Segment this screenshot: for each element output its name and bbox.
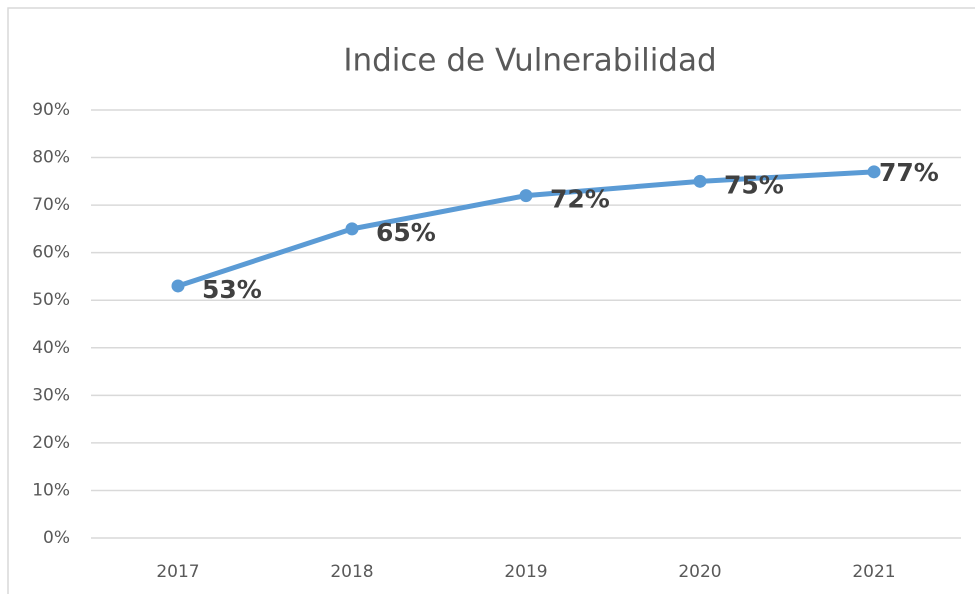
x-tick-label: 2019	[504, 562, 547, 582]
y-tick-label: 80%	[32, 148, 70, 168]
x-tick-label: 2017	[156, 562, 199, 582]
y-tick-label: 40%	[32, 338, 70, 358]
x-tick-label: 2020	[678, 562, 721, 582]
point	[867, 165, 881, 179]
data-label: 75%	[724, 170, 784, 199]
y-tick-label: 90%	[32, 100, 70, 120]
data-label: 65%	[376, 218, 436, 247]
point	[345, 222, 359, 236]
data-label: 53%	[202, 275, 262, 304]
y-tick-label: 50%	[32, 290, 70, 310]
y-tick-label: 20%	[32, 433, 70, 453]
y-tick-label: 30%	[32, 385, 70, 405]
point	[693, 174, 707, 188]
data-label: 72%	[550, 185, 610, 214]
y-tick-label: 10%	[32, 480, 70, 500]
point	[171, 279, 185, 293]
y-tick-label: 60%	[32, 243, 70, 263]
chart-title: Indice de Vulnerabilidad	[343, 43, 716, 79]
x-tick-label: 2018	[330, 562, 373, 582]
x-tick-label: 2021	[852, 562, 895, 582]
y-tick-label: 0%	[43, 528, 70, 548]
data-label: 77%	[879, 158, 939, 187]
y-tick-label: 70%	[32, 195, 70, 215]
point	[519, 189, 533, 203]
chart-frame	[7, 7, 975, 594]
